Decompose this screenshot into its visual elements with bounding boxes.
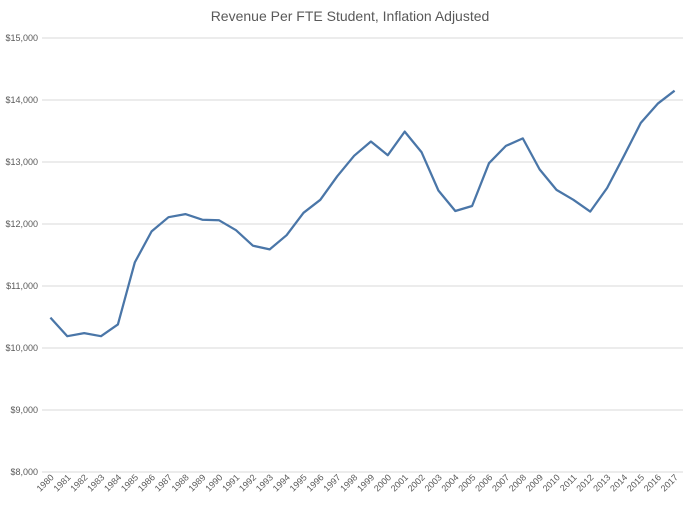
x-tick-label: 1994 — [271, 472, 292, 493]
x-tick-label: 1990 — [203, 472, 224, 493]
x-tick-label: 2011 — [558, 472, 579, 493]
y-tick-label: $14,000 — [5, 95, 38, 105]
x-tick-label: 2014 — [608, 472, 629, 493]
y-tick-label: $11,000 — [6, 281, 38, 291]
y-tick-label: $8,000 — [10, 467, 38, 477]
x-tick-label: 1988 — [170, 472, 191, 493]
gridlines — [42, 37, 683, 473]
x-tick-label: 2016 — [642, 472, 663, 493]
x-tick-label: 2009 — [524, 472, 545, 493]
x-tick-label: 1999 — [355, 472, 376, 493]
x-tick-label: 2010 — [541, 472, 562, 493]
y-tick-label: $13,000 — [5, 157, 38, 167]
x-tick-label: 2004 — [439, 472, 460, 493]
x-tick-label: 1989 — [186, 472, 207, 493]
y-tick-label: $9,000 — [10, 405, 38, 415]
x-tick-label: 1984 — [102, 472, 123, 493]
x-tick-label: 1986 — [136, 472, 157, 493]
x-tick-label: 1998 — [338, 472, 359, 493]
y-axis-tick-labels: $8,000 $9,000 $10,000 $11,000 $12,000 $13,000… — [5, 33, 38, 477]
x-tick-label: 2006 — [473, 472, 494, 493]
x-tick-label: 2013 — [591, 472, 612, 493]
x-tick-label: 1996 — [305, 472, 326, 493]
x-axis-tick-labels: 1980198119821983198419851986198719881989… — [35, 472, 680, 493]
x-tick-label: 2000 — [372, 472, 393, 493]
x-tick-label: 1997 — [321, 472, 342, 493]
x-tick-label: 2008 — [507, 472, 528, 493]
x-tick-label: 2005 — [456, 472, 477, 493]
x-tick-label: 1981 — [51, 472, 72, 493]
chart-title: Revenue Per FTE Student, Inflation Adjus… — [210, 8, 490, 24]
x-tick-label: 2002 — [406, 472, 427, 493]
x-tick-label: 1991 — [220, 472, 241, 493]
series-line — [49, 89, 676, 338]
y-tick-label: $15,000 — [5, 33, 38, 43]
x-tick-label: 1985 — [119, 472, 140, 493]
series-line-layer — [49, 89, 676, 338]
x-tick-label: 2017 — [659, 472, 680, 493]
y-tick-label: $10,000 — [5, 343, 38, 353]
x-tick-label: 2007 — [490, 472, 511, 493]
x-tick-label: 1995 — [288, 472, 309, 493]
x-tick-label: 1992 — [237, 472, 258, 493]
x-tick-label: 1982 — [68, 472, 89, 493]
x-tick-label: 2015 — [625, 472, 646, 493]
x-tick-label: 2001 — [389, 472, 410, 493]
x-tick-label: 1987 — [153, 472, 174, 493]
x-tick-label: 1983 — [85, 472, 106, 493]
x-tick-label: 1993 — [254, 472, 275, 493]
x-tick-label: 2012 — [574, 472, 595, 493]
y-tick-label: $12,000 — [5, 219, 38, 229]
x-tick-label: 2003 — [423, 472, 444, 493]
